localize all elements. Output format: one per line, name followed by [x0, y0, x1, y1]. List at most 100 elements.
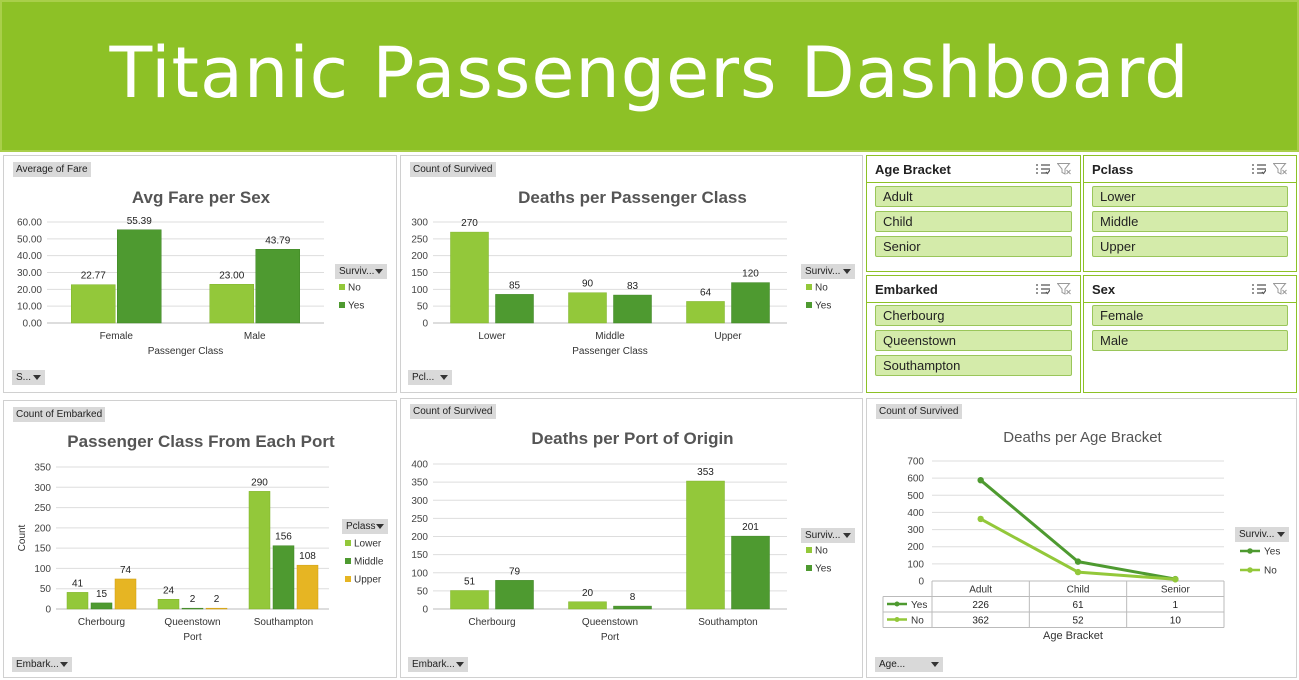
data-label: 2 [214, 594, 220, 605]
legend-filter-button[interactable]: Surviv... [801, 264, 855, 279]
axis-filter-button[interactable]: Age... [875, 657, 943, 672]
legend-swatch [806, 302, 812, 308]
legend-swatch [339, 284, 345, 290]
y-tick-label: 0 [422, 319, 428, 330]
table-cell: 61 [1072, 600, 1084, 611]
legend-filter-label: Surviv... [339, 266, 375, 277]
chart-deaths-per-passenger-class[interactable]: Count of Survived Deaths per Passenger C… [400, 155, 863, 393]
slicer-item-child[interactable]: Child [875, 211, 1072, 232]
clear-filter-icon[interactable] [1057, 163, 1071, 175]
bar-chart-svg: 0 50 100 150 200 250 300 350 Cherbourg 41 15 74 Quee… [17, 463, 384, 644]
y-tick-label: 50.00 [17, 234, 42, 245]
legend-filter-label: Pclass [346, 521, 376, 532]
data-label: 156 [275, 532, 292, 543]
bar [296, 564, 319, 610]
y-tick-label: 250 [34, 503, 51, 514]
legend-filter-label: Surviv... [805, 266, 841, 277]
y-tick-label: 150 [34, 544, 51, 555]
y-tick-label: 300 [34, 483, 51, 494]
axis-filter-button[interactable]: Embark... [408, 657, 468, 672]
data-label: 23.00 [219, 270, 244, 281]
axis-filter-button[interactable]: S... [12, 370, 45, 385]
dashboard-banner: Titanic Passengers Dashboard [0, 0, 1299, 152]
clear-filter-icon[interactable] [1273, 283, 1287, 295]
field-button-count-of-survived[interactable]: Count of Survived [876, 404, 962, 419]
slicer-item-senior[interactable]: Senior [875, 236, 1072, 257]
multi-select-icon[interactable] [1252, 283, 1266, 295]
legend-label: Upper [354, 575, 382, 586]
bar [495, 294, 534, 324]
dashboard-title: Titanic Passengers Dashboard [109, 32, 1190, 114]
axis-filter-button[interactable]: Pcl... [408, 370, 452, 385]
y-tick-label: 200 [411, 532, 428, 543]
y-tick-label: 250 [411, 514, 428, 525]
y-tick-label: 60.00 [17, 218, 42, 229]
y-tick-label: 20.00 [17, 285, 42, 296]
bar-chart-svg: 0 50 100 150 200 250 300 350 400 Cherbourg 51 79 Que… [411, 460, 831, 644]
legend-swatch [339, 302, 345, 308]
data-point [1172, 576, 1179, 583]
y-tick-label: 0.00 [23, 319, 43, 330]
bar-chart-svg: 0.00 10.00 20.00 30.00 40.00 50.00 60.00 Female… [17, 216, 364, 357]
legend-label: Yes [815, 564, 831, 575]
y-tick-label: 50 [40, 584, 52, 595]
x-tick-label: Lower [478, 331, 506, 342]
y-tick-label: 100 [411, 285, 428, 296]
chart-deaths-per-age-bracket[interactable]: Count of Survived Deaths per Age Bracket… [866, 398, 1297, 678]
bar [114, 578, 137, 610]
y-tick-label: 0 [422, 605, 428, 616]
slicer-item-queenstown[interactable]: Queenstown [875, 330, 1072, 351]
legend-marker [1247, 567, 1253, 573]
slicer-title: Sex [1092, 282, 1116, 297]
multi-select-icon[interactable] [1252, 163, 1266, 175]
y-tick-label: 10.00 [17, 302, 42, 313]
data-label: 2 [190, 594, 196, 605]
data-label: 55.39 [127, 216, 152, 227]
legend-filter-button[interactable]: Surviv... [1235, 527, 1289, 542]
slicer-item-male[interactable]: Male [1092, 330, 1288, 351]
slicer-pclass[interactable]: Pclass Lower Middle Upper [1083, 155, 1297, 272]
slicer-item-southampton[interactable]: Southampton [875, 355, 1072, 376]
chart-deaths-per-port-of-origin[interactable]: Count of Survived Deaths per Port of Ori… [400, 398, 863, 678]
slicer-embarked[interactable]: Embarked Cherbourg Queenstown Southampto… [866, 275, 1081, 393]
data-label: 74 [120, 565, 132, 576]
chart-passenger-class-from-each-port[interactable]: Count of Embarked Passenger Class From E… [3, 400, 397, 678]
y-tick-label: 30.00 [17, 268, 42, 279]
legend-swatch [345, 576, 351, 582]
field-button-average-of-fare[interactable]: Average of Fare [13, 162, 91, 177]
slicer-item-cherbourg[interactable]: Cherbourg [875, 305, 1072, 326]
chart-title: Deaths per Passenger Class [518, 188, 747, 207]
y-tick-label: 400 [411, 460, 428, 471]
field-button-count-of-survived[interactable]: Count of Survived [410, 404, 496, 419]
slicer-title: Pclass [1092, 162, 1134, 177]
multi-select-icon[interactable] [1036, 283, 1050, 295]
slicer-item-middle[interactable]: Middle [1092, 211, 1288, 232]
clear-filter-icon[interactable] [1057, 283, 1071, 295]
y-tick-label: 200 [34, 523, 51, 534]
table-cell: 1 [1173, 600, 1179, 611]
slicer-item-upper[interactable]: Upper [1092, 236, 1288, 257]
data-label: 15 [96, 589, 108, 600]
data-label: 20 [582, 588, 594, 599]
legend-filter-button[interactable]: Surviv... [335, 264, 387, 279]
bar [117, 229, 162, 324]
slicer-sex[interactable]: Sex Female Male [1083, 275, 1297, 393]
chart-avg-fare-per-sex[interactable]: Average of Fare Avg Fare per Sex 0.00 10.… [3, 155, 397, 393]
field-button-count-of-survived[interactable]: Count of Survived [410, 162, 496, 177]
legend-filter-button[interactable]: Pclass [342, 519, 388, 534]
data-label: 270 [461, 218, 478, 229]
axis-filter-button[interactable]: Embark... [12, 657, 72, 672]
data-label: 8 [630, 592, 636, 603]
slicer-age-bracket[interactable]: Age Bracket Adult Child Senior [866, 155, 1081, 272]
clear-filter-icon[interactable] [1273, 163, 1287, 175]
line-chart-svg: 0 100 200 300 400 500 600 700 Adult Child Senior Ye… [882, 457, 1280, 642]
legend-label: Yes [1264, 547, 1280, 558]
slicer-item-female[interactable]: Female [1092, 305, 1288, 326]
slicer-item-lower[interactable]: Lower [1092, 186, 1288, 207]
legend-filter-button[interactable]: Surviv... [801, 528, 855, 543]
y-tick-label: 350 [411, 478, 428, 489]
field-button-count-of-embarked[interactable]: Count of Embarked [13, 407, 106, 422]
multi-select-icon[interactable] [1036, 163, 1050, 175]
x-axis-title: Passenger Class [572, 346, 648, 357]
slicer-item-adult[interactable]: Adult [875, 186, 1072, 207]
